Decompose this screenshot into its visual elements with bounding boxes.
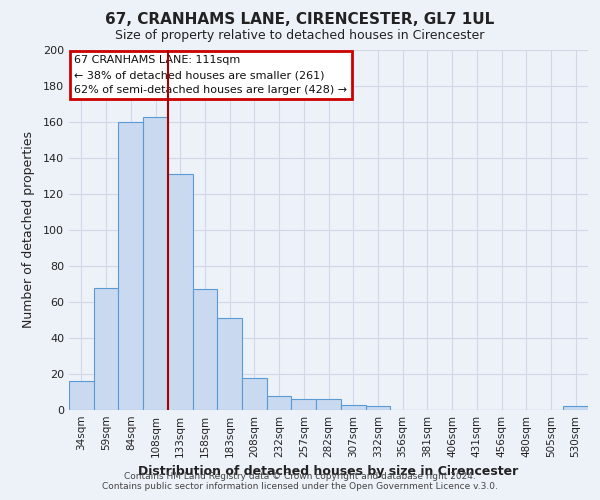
Bar (217, 318, 242, 410)
Text: Contains HM Land Registry data © Crown copyright and database right 2024.: Contains HM Land Registry data © Crown c… (124, 472, 476, 481)
Text: Contains public sector information licensed under the Open Government Licence v.: Contains public sector information licen… (102, 482, 498, 491)
Bar (168, 174, 193, 410)
Text: 67, CRANHAMS LANE, CIRENCESTER, GL7 1UL: 67, CRANHAMS LANE, CIRENCESTER, GL7 1UL (106, 12, 494, 28)
Bar (242, 378, 267, 410)
Bar (193, 290, 217, 410)
Bar (69, 381, 94, 410)
Text: Size of property relative to detached houses in Cirencester: Size of property relative to detached ho… (115, 29, 485, 42)
Text: 67 CRANHAMS LANE: 111sqm
← 38% of detached houses are smaller (261)
62% of semi-: 67 CRANHAMS LANE: 111sqm ← 38% of detach… (74, 56, 347, 95)
Bar (94, 288, 118, 410)
Bar (563, 406, 588, 410)
Bar (118, 122, 143, 410)
X-axis label: Distribution of detached houses by size in Cirencester: Distribution of detached houses by size … (139, 466, 518, 478)
Bar (341, 404, 365, 410)
Bar (143, 116, 168, 410)
Y-axis label: Number of detached properties: Number of detached properties (22, 132, 35, 328)
Bar (292, 399, 316, 410)
Bar (365, 406, 390, 410)
Bar (316, 399, 341, 410)
Bar (267, 396, 292, 410)
